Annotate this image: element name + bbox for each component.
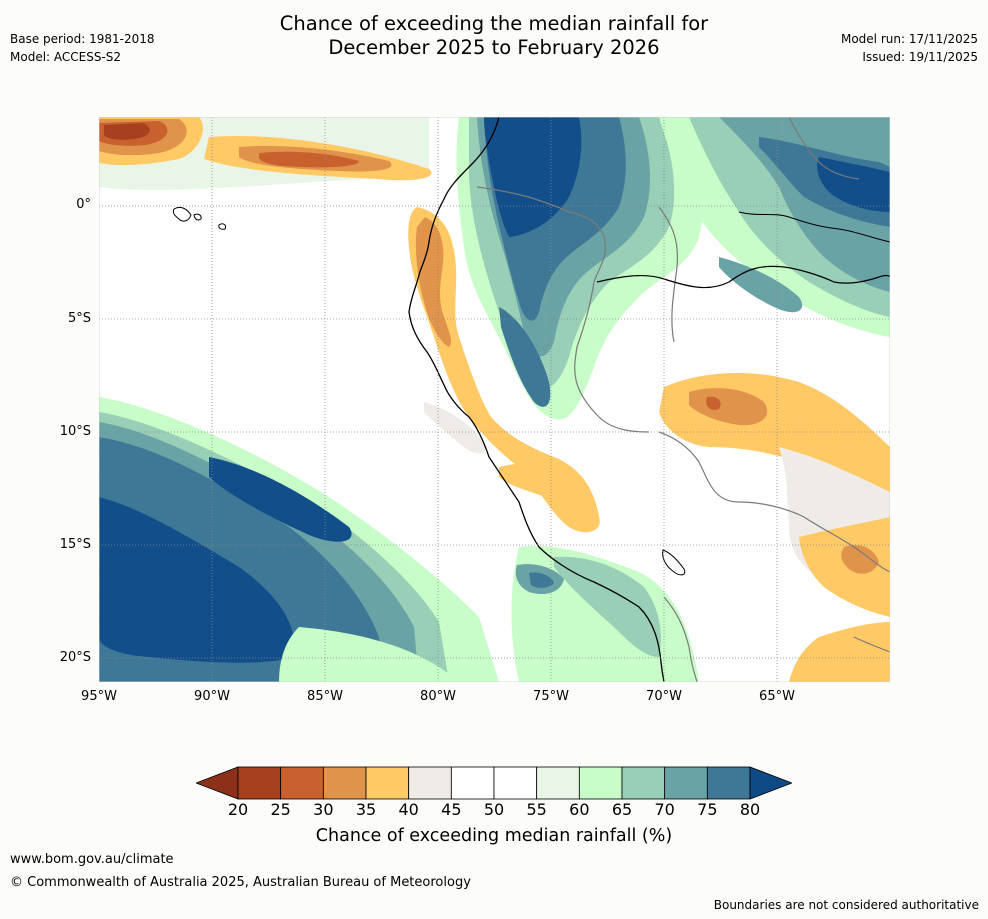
- colorbar-over-arrow: [749, 766, 792, 800]
- colorbar-tick-label: 65: [611, 800, 633, 819]
- region-mid-ocean-80: [209, 457, 352, 542]
- colorbar-swatch: [322, 766, 367, 800]
- region-se-30: [841, 545, 879, 574]
- colorbar-swatch: [706, 766, 751, 800]
- colorbar-tick-label: 30: [313, 800, 334, 819]
- river-negro: [738, 211, 890, 243]
- colorbar-tick-label: 20: [227, 800, 249, 819]
- rainfall-map: [99, 117, 890, 682]
- colorbar-swatch: [280, 766, 324, 800]
- lon-label-65w: 65°W: [759, 689, 795, 704]
- coastline-pacific: [408, 117, 665, 682]
- graticule: [99, 117, 890, 682]
- lat-label-15s: 15°S: [59, 537, 91, 552]
- lon-label-80w: 80°W: [420, 689, 456, 704]
- lon-label-95w: 95°W: [81, 689, 117, 704]
- region-andes-30: [415, 217, 452, 347]
- lon-label-85w: 85°W: [307, 689, 343, 704]
- region-south-andes-65: [554, 556, 661, 657]
- base-period-label: Base period: 1981-2018: [10, 32, 155, 46]
- colorbar-swatch: [408, 766, 452, 800]
- colorbar-tick-label: 60: [569, 800, 590, 819]
- lat-label-5s: 5°S: [67, 311, 91, 326]
- lat-label-0: 0°: [76, 197, 91, 212]
- colorbar-under-arrow: [196, 766, 239, 800]
- boundary-peru: [476, 186, 650, 433]
- colorbar-tick-label: 70: [654, 800, 675, 819]
- region-ne-80: [817, 157, 890, 212]
- colorbar-swatch: [536, 766, 580, 800]
- title-line-1: Chance of exceeding the median rainfall …: [279, 12, 709, 35]
- colorbar-swatch: [664, 766, 708, 800]
- region-north-ocean-20: [104, 123, 150, 140]
- region-equatorial-25: [259, 151, 359, 168]
- boundary-venezuela-brazil: [788, 117, 860, 180]
- colorbar-swatch: [578, 766, 623, 800]
- footer-disclaimer: Boundaries are not considered authoritat…: [713, 898, 979, 912]
- colorbar-swatch: [450, 766, 495, 800]
- map-title: Chance of exceeding the median rainfall …: [0, 12, 988, 60]
- region-ne-south-70: [719, 257, 803, 313]
- colorbar: [196, 766, 792, 800]
- lat-label-20s: 20°S: [59, 650, 91, 665]
- region-atacama-75: [529, 572, 554, 588]
- colorbar-tick-label: 55: [526, 800, 547, 819]
- colorbar-tick-label: 25: [270, 800, 291, 819]
- lat-label-10s: 10°S: [59, 424, 91, 439]
- colorbar-tick-label: 75: [697, 800, 718, 819]
- title-line-2: December 2025 to February 2026: [328, 36, 660, 59]
- issued-label: Issued: 19/11/2025: [862, 50, 978, 64]
- colorbar-tick-label: 35: [355, 800, 377, 819]
- colorbar-tick-label: 50: [483, 800, 505, 819]
- river-amazon: [596, 265, 890, 289]
- colorbar-title: Chance of exceeding median rainfall (%): [315, 826, 673, 846]
- model-run-label: Model run: 17/11/2025: [840, 32, 978, 46]
- region-sw-coast-60: [279, 627, 459, 682]
- boundary-chile-bolivia: [663, 596, 698, 682]
- region-sw-ocean-80: [99, 497, 295, 663]
- colorbar-tick-label: 80: [739, 800, 761, 819]
- region-se-35: [799, 517, 890, 617]
- model-label: Model: ACCESS-S2: [10, 50, 122, 64]
- colorbar-swatch: [493, 766, 538, 800]
- colorbar-tick-label: 40: [398, 800, 419, 819]
- boundary-bolivia-brazil: [658, 431, 890, 573]
- colorbar-swatch: [621, 766, 666, 800]
- lon-label-75w: 75°W: [533, 689, 569, 704]
- region-peru-interior-75: [499, 307, 551, 407]
- region-coastal-south-35: [499, 463, 590, 507]
- colorbar-swatch: [365, 766, 410, 800]
- lon-label-90w: 90°W: [194, 689, 230, 704]
- footer-copyright: © Commonwealth of Australia 2025, Austra…: [10, 875, 471, 890]
- galapagos-islands: [172, 206, 226, 230]
- colorbar-swatch: [237, 766, 282, 800]
- lake-titicaca: [662, 549, 686, 576]
- boundary-paraguay: [853, 636, 890, 653]
- colorbar-tick-label: 45: [441, 800, 462, 819]
- region-far-se-35: [789, 622, 890, 682]
- boundary-colombia-brazil: [658, 206, 679, 343]
- region-central-25: [706, 396, 721, 410]
- footer-url[interactable]: www.bom.gov.au/climate: [10, 852, 174, 867]
- lon-label-70w: 70°W: [646, 689, 682, 704]
- region-coast-40: [424, 402, 486, 454]
